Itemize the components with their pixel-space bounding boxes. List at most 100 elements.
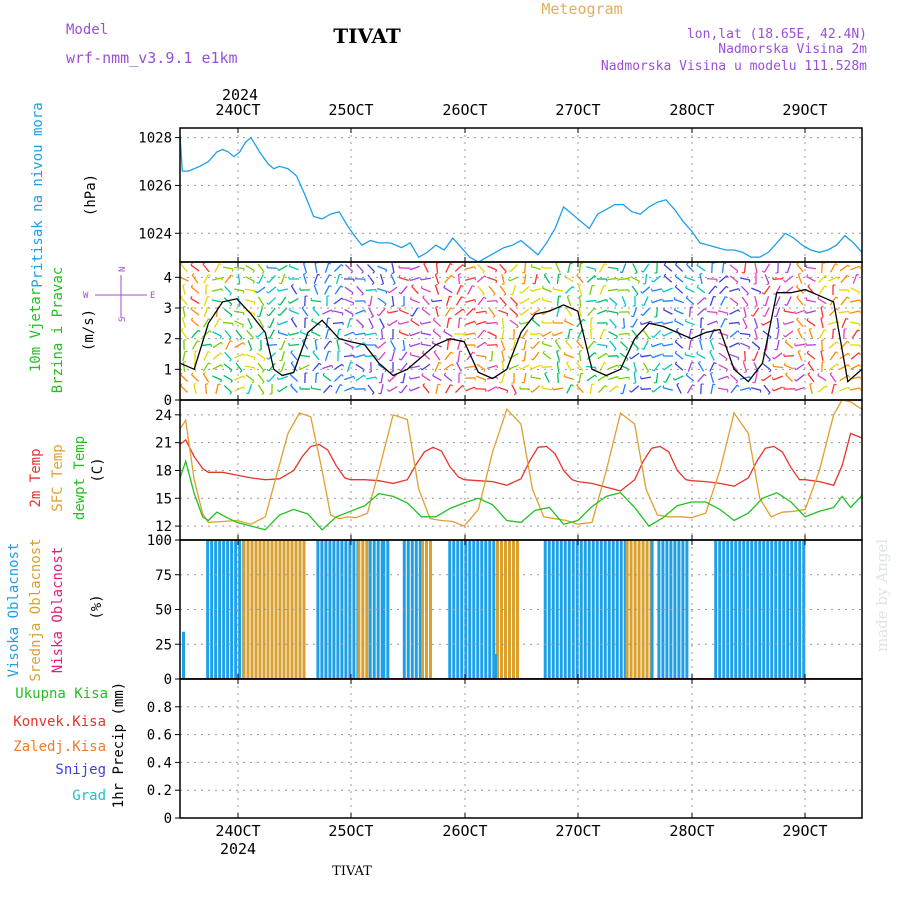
wind-barb — [179, 374, 189, 382]
wind-barb — [795, 363, 805, 371]
wind-barb — [420, 343, 432, 347]
wind-barb — [523, 339, 527, 351]
wind-barb — [597, 374, 607, 382]
wind-barb — [523, 262, 527, 274]
cloud-bar — [503, 540, 507, 679]
wind-barb — [400, 362, 408, 372]
wind-barb-flag — [409, 314, 413, 317]
model-name: wrf-nmm_v3.9.1 e1km — [66, 49, 238, 67]
wind-barb — [402, 339, 406, 351]
wind-barb — [211, 288, 223, 292]
wind-barb-flag — [736, 303, 739, 307]
wind-barb-flag — [835, 351, 839, 354]
wind-barb-flag — [674, 339, 678, 343]
wind-barb — [839, 264, 849, 272]
wind-barb-flag — [735, 281, 739, 285]
wind-barb-flag — [276, 322, 279, 325]
panel-pressure: 1024 1026 1028 — [138, 127, 863, 263]
wind-barb-flag — [825, 385, 828, 389]
wind-barb-flag — [564, 273, 567, 277]
wind-barb-flag — [484, 379, 487, 383]
cloud-bar — [258, 540, 262, 679]
wind-barb — [655, 306, 659, 318]
wind-barb-flag — [266, 290, 269, 294]
wind-barb — [555, 263, 561, 273]
wind-barb-flag — [385, 291, 388, 295]
wind-barb-flag — [501, 360, 505, 362]
wind-barb-flag — [451, 363, 454, 367]
wind-barb — [214, 318, 220, 328]
wind-barb-flag — [837, 276, 840, 280]
wind-barb — [587, 340, 595, 350]
cloud-bar — [418, 540, 422, 679]
wind-barb-flag — [748, 279, 751, 283]
wind-barb — [696, 297, 706, 305]
wind-barb-flag — [483, 296, 487, 300]
wind-barb-flag — [351, 314, 354, 317]
cloud-bar — [673, 540, 677, 679]
wind-barb — [608, 331, 618, 337]
wind-barb — [541, 299, 553, 303]
cloud-bar — [555, 540, 559, 679]
wind-barb-flag — [807, 372, 811, 375]
wind-barb — [729, 275, 739, 283]
wind-barb — [387, 310, 399, 314]
wind-barb — [314, 339, 318, 351]
wind-barb-flag — [496, 376, 498, 380]
wind-barb — [324, 274, 330, 284]
wind-barb — [332, 310, 344, 314]
wind-barb — [435, 262, 439, 274]
wind-barb — [445, 263, 451, 273]
compass-s: S — [118, 317, 128, 322]
wind-barb-flag — [277, 329, 280, 333]
cloud-bar — [685, 540, 689, 679]
wind-barb — [182, 306, 186, 318]
wind-barb — [743, 306, 747, 318]
wind-barb — [289, 309, 299, 315]
wind-barb — [740, 342, 750, 348]
wind-barb — [433, 351, 441, 361]
wind-barb-flag — [709, 338, 713, 341]
wind-barb — [456, 362, 462, 372]
wind-barb — [786, 296, 792, 306]
wind-barb-flag — [859, 266, 862, 269]
wind-barb — [368, 307, 374, 317]
wind-barb — [356, 263, 364, 273]
wind-barb — [675, 329, 683, 339]
cloud-bar — [226, 540, 230, 679]
wind-barb — [444, 274, 452, 284]
wind-barb — [564, 286, 574, 294]
panel-frame — [179, 399, 863, 541]
wind-barb-flag — [474, 386, 477, 390]
mid-cloud-axis-label: Srednja Oblacnost — [28, 538, 44, 681]
wind-barb — [773, 386, 783, 392]
wind-barb-flag — [370, 315, 374, 319]
wind-barb-flag — [437, 383, 441, 386]
wind-barb — [699, 273, 703, 285]
wind-barb — [784, 341, 794, 349]
wind-barb — [796, 263, 804, 273]
cloud-bar — [762, 540, 766, 679]
wind-barb — [410, 319, 420, 327]
wind-barb — [578, 372, 582, 384]
wind-barb-flag — [704, 373, 707, 377]
precip-legend-2: Zaledj.Kisa — [13, 739, 106, 755]
wind-barb-flag — [714, 285, 718, 289]
wind-barb — [696, 286, 706, 294]
wind-barb — [783, 310, 795, 314]
wind-barb — [717, 387, 729, 391]
wind-barb-flag — [698, 360, 701, 364]
series-line-pritisak-na-nivou-mora — [179, 135, 863, 263]
wind-barb-flag — [291, 283, 294, 287]
wind-barb — [542, 342, 552, 348]
wind-barb-flag — [261, 381, 265, 384]
wind-barb-flag — [450, 384, 453, 387]
wind-barb — [222, 266, 234, 270]
wind-barb-flag — [474, 299, 477, 303]
wind-barb — [466, 307, 474, 317]
wind-barb — [445, 296, 451, 306]
wind-barb-flag — [726, 335, 729, 339]
wind-barb-flag — [541, 297, 544, 300]
wind-barb-flag — [797, 327, 801, 331]
wind-barb-flag — [859, 376, 861, 380]
